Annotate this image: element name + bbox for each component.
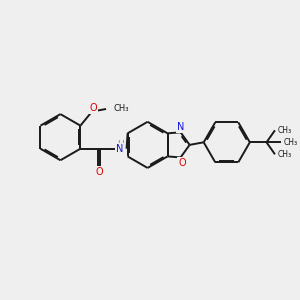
Text: H: H	[117, 140, 124, 148]
Text: O: O	[178, 158, 186, 168]
Text: CH₃: CH₃	[278, 126, 292, 135]
Text: O: O	[178, 158, 186, 168]
Text: N: N	[116, 144, 124, 154]
Text: N: N	[116, 144, 124, 154]
Text: CH₃: CH₃	[284, 138, 298, 147]
Text: O: O	[96, 167, 104, 177]
Text: O: O	[89, 103, 97, 113]
Text: H: H	[117, 140, 124, 148]
Text: CH₃: CH₃	[114, 104, 129, 113]
Text: O: O	[96, 167, 104, 177]
Text: N: N	[177, 122, 184, 132]
Text: N: N	[177, 122, 184, 132]
Text: CH₃: CH₃	[278, 150, 292, 159]
Text: O: O	[89, 103, 97, 113]
